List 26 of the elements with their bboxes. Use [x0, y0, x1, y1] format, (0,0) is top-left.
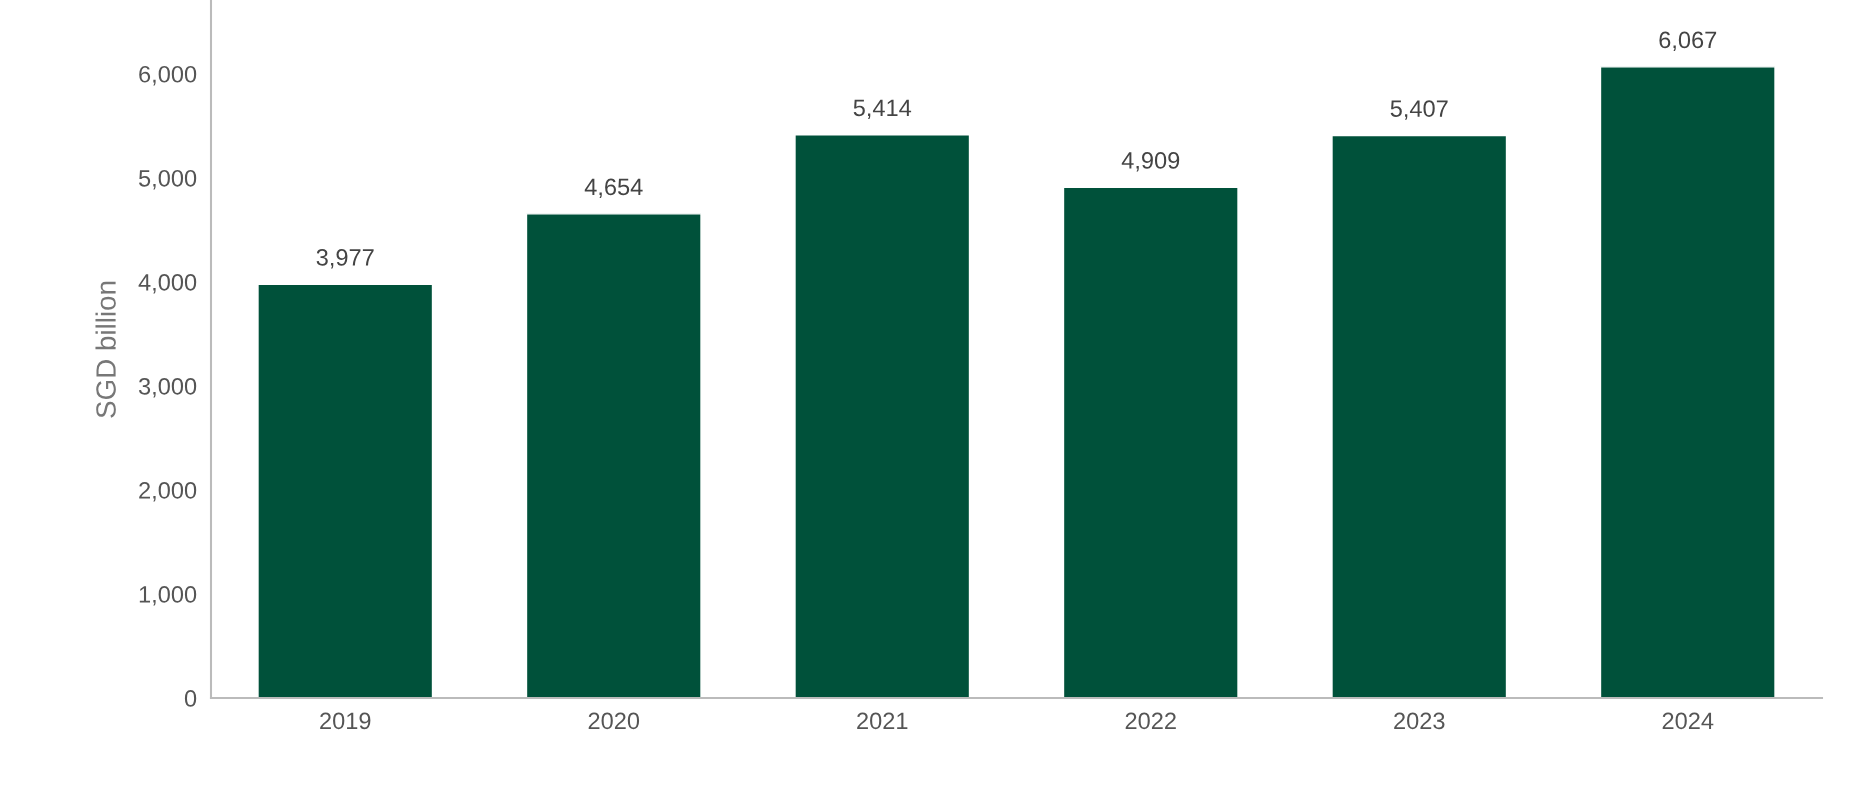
x-tick-label: 2021 [857, 712, 908, 730]
bar [794, 134, 971, 698]
data-label: 4,654 [584, 178, 643, 199]
data-label: 4,909 [1121, 152, 1180, 172]
data-label: 6,067 [1659, 31, 1717, 52]
data-label: 5,407 [1390, 100, 1448, 120]
x-tick-label: 2020 [588, 712, 640, 730]
bar [257, 283, 434, 698]
y-tick-label: 0 [184, 690, 197, 707]
y-tick-label: 4,000 [138, 273, 197, 294]
y-tick-label: 6,000 [139, 65, 197, 86]
y-tick-label: 1,000 [139, 586, 197, 606]
x-tick-label: 2024 [1662, 712, 1714, 730]
bar [525, 213, 702, 698]
data-label: 3,977 [316, 249, 374, 269]
y-axis-title: SGD billion [95, 281, 116, 418]
x-tick-label: 2023 [1394, 712, 1445, 730]
bar [1062, 186, 1239, 698]
y-tick-label: 2,000 [139, 482, 197, 502]
bar [1599, 66, 1776, 698]
y-tick-label: 5,000 [138, 169, 197, 190]
data-label: 5,414 [853, 99, 912, 120]
x-tick-label: 2022 [1125, 712, 1176, 730]
y-tick-label: 3,000 [138, 377, 197, 398]
bar [1331, 134, 1508, 698]
x-tick-label: 2019 [320, 712, 371, 730]
